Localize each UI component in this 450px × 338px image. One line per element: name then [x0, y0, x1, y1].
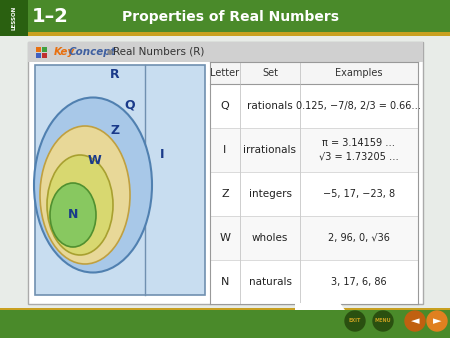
- Text: N: N: [221, 277, 229, 287]
- Text: wholes: wholes: [252, 233, 288, 243]
- Text: ►: ►: [433, 316, 441, 326]
- Text: Letter: Letter: [211, 68, 239, 78]
- Bar: [35, 65, 205, 295]
- Circle shape: [405, 311, 425, 331]
- Text: Q: Q: [220, 101, 230, 111]
- Text: 0.125, −7/8, 2/3 = 0.66…: 0.125, −7/8, 2/3 = 0.66…: [297, 101, 422, 111]
- Bar: [210, 84, 418, 128]
- Bar: [210, 62, 418, 84]
- Text: Real Numbers (R): Real Numbers (R): [113, 47, 204, 57]
- Bar: [0, 0, 450, 32]
- Text: 1–2: 1–2: [32, 7, 68, 26]
- Ellipse shape: [40, 126, 130, 264]
- Bar: [210, 260, 418, 304]
- Bar: [42, 53, 47, 58]
- Bar: [0, 308, 450, 310]
- Text: integers: integers: [248, 189, 292, 199]
- Text: Key: Key: [54, 47, 75, 57]
- Text: R: R: [110, 69, 120, 81]
- Text: I: I: [223, 145, 227, 155]
- Bar: [0, 0, 28, 36]
- Text: 3, 17, 6, 86: 3, 17, 6, 86: [331, 277, 387, 287]
- Bar: [36, 53, 41, 58]
- Text: Q: Q: [125, 98, 135, 112]
- Bar: [28, 42, 423, 304]
- Text: ◄: ◄: [411, 316, 419, 326]
- Bar: [0, 310, 450, 338]
- Text: Examples: Examples: [335, 68, 383, 78]
- Circle shape: [427, 311, 447, 331]
- Text: ●: ●: [107, 49, 113, 55]
- Text: Concept: Concept: [69, 47, 117, 57]
- Text: Properties of Real Numbers: Properties of Real Numbers: [122, 10, 338, 24]
- Bar: [210, 172, 418, 216]
- Ellipse shape: [34, 97, 152, 272]
- Text: −5, 17, −23, 8: −5, 17, −23, 8: [323, 189, 395, 199]
- Bar: [210, 216, 418, 260]
- Bar: [42, 47, 47, 52]
- Text: naturals: naturals: [248, 277, 292, 287]
- Ellipse shape: [47, 155, 113, 255]
- Text: LESSON: LESSON: [12, 6, 17, 30]
- Circle shape: [373, 311, 393, 331]
- Ellipse shape: [50, 183, 96, 247]
- Text: MENU: MENU: [375, 318, 392, 323]
- Bar: [36, 47, 41, 52]
- Text: I: I: [160, 148, 164, 162]
- Text: W: W: [220, 233, 230, 243]
- Text: π = 3.14159 …: π = 3.14159 …: [323, 138, 396, 148]
- Text: N: N: [68, 209, 78, 221]
- Bar: [28, 42, 423, 62]
- Text: 2, 96, 0, √36: 2, 96, 0, √36: [328, 233, 390, 243]
- Text: rationals: rationals: [247, 101, 293, 111]
- Circle shape: [345, 311, 365, 331]
- Text: Set: Set: [262, 68, 278, 78]
- Polygon shape: [295, 303, 345, 310]
- Text: Z: Z: [110, 123, 120, 137]
- Text: irrationals: irrationals: [243, 145, 297, 155]
- Bar: [210, 128, 418, 172]
- Text: √3 = 1.73205 …: √3 = 1.73205 …: [319, 152, 399, 162]
- Text: EXIT: EXIT: [349, 318, 361, 323]
- Bar: [0, 32, 450, 36]
- Text: W: W: [88, 153, 102, 167]
- Text: Z: Z: [221, 189, 229, 199]
